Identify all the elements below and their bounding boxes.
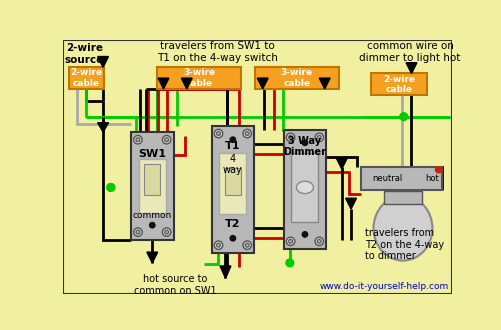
Circle shape xyxy=(315,237,323,246)
Text: common: common xyxy=(132,211,171,220)
Text: 4
way: 4 way xyxy=(222,153,242,175)
Circle shape xyxy=(149,222,155,228)
Circle shape xyxy=(133,136,142,144)
Polygon shape xyxy=(97,56,108,67)
Polygon shape xyxy=(319,78,330,89)
Circle shape xyxy=(317,240,321,243)
Circle shape xyxy=(133,228,142,236)
Circle shape xyxy=(214,129,222,138)
Circle shape xyxy=(286,133,294,142)
Circle shape xyxy=(162,228,170,236)
Circle shape xyxy=(164,138,168,142)
Text: travelers from
T2 on the 4-way
to dimmer: travelers from T2 on the 4-way to dimmer xyxy=(364,228,443,261)
Circle shape xyxy=(399,113,407,120)
Bar xyxy=(138,159,165,213)
Circle shape xyxy=(302,140,307,146)
Circle shape xyxy=(286,237,294,246)
Polygon shape xyxy=(257,78,268,89)
Text: 2-wire
cable: 2-wire cable xyxy=(70,68,102,88)
Text: 2-wire
cable: 2-wire cable xyxy=(382,75,414,94)
Ellipse shape xyxy=(373,196,431,261)
Circle shape xyxy=(162,136,170,144)
Bar xyxy=(283,130,326,249)
Polygon shape xyxy=(181,78,192,89)
Text: common wire on
dimmer to light hot: common wire on dimmer to light hot xyxy=(359,41,460,63)
Polygon shape xyxy=(97,123,108,132)
Bar xyxy=(370,74,426,95)
Bar xyxy=(211,126,254,253)
Circle shape xyxy=(229,137,235,143)
Polygon shape xyxy=(345,198,356,209)
Bar xyxy=(224,168,240,195)
Circle shape xyxy=(107,183,114,191)
Bar xyxy=(144,164,160,195)
Text: 3-wire
cable: 3-wire cable xyxy=(280,68,312,88)
Circle shape xyxy=(315,133,323,142)
Polygon shape xyxy=(219,266,230,278)
Circle shape xyxy=(216,243,220,247)
Bar xyxy=(255,67,338,89)
Circle shape xyxy=(286,259,293,267)
Bar xyxy=(157,67,240,89)
Circle shape xyxy=(317,135,321,139)
Text: 3-wire
cable: 3-wire cable xyxy=(183,68,215,88)
Circle shape xyxy=(435,167,441,173)
Bar xyxy=(383,191,421,204)
Circle shape xyxy=(229,236,235,241)
Text: travelers from SW1 to
T1 on the 4-way switch: travelers from SW1 to T1 on the 4-way sw… xyxy=(157,41,278,63)
Circle shape xyxy=(136,138,140,142)
Text: neutral: neutral xyxy=(372,174,402,183)
Circle shape xyxy=(242,241,251,249)
Polygon shape xyxy=(147,252,157,263)
Bar xyxy=(69,67,104,89)
Text: T2: T2 xyxy=(224,219,240,229)
Circle shape xyxy=(107,183,114,191)
Circle shape xyxy=(164,230,168,234)
Circle shape xyxy=(242,129,251,138)
Circle shape xyxy=(214,241,222,249)
Text: T1: T1 xyxy=(224,141,240,151)
Circle shape xyxy=(288,135,292,139)
Polygon shape xyxy=(405,63,416,74)
Bar xyxy=(131,132,173,240)
Ellipse shape xyxy=(296,181,313,194)
Text: hot: hot xyxy=(425,174,438,183)
Circle shape xyxy=(245,243,248,247)
Bar xyxy=(219,153,246,215)
Text: 2-wire
source: 2-wire source xyxy=(65,44,104,65)
Polygon shape xyxy=(336,158,347,169)
Circle shape xyxy=(302,232,307,237)
Circle shape xyxy=(216,132,220,136)
Text: 3 Way
Dimmer: 3 Way Dimmer xyxy=(283,136,326,157)
Circle shape xyxy=(288,240,292,243)
Circle shape xyxy=(136,230,140,234)
Text: SW1: SW1 xyxy=(138,148,166,158)
Bar xyxy=(360,167,441,190)
Polygon shape xyxy=(158,78,169,89)
Text: www.do-it-yourself-help.com: www.do-it-yourself-help.com xyxy=(319,281,448,291)
Circle shape xyxy=(245,132,248,136)
Bar xyxy=(291,153,318,222)
Text: hot source to
common on SW1: hot source to common on SW1 xyxy=(134,275,216,296)
